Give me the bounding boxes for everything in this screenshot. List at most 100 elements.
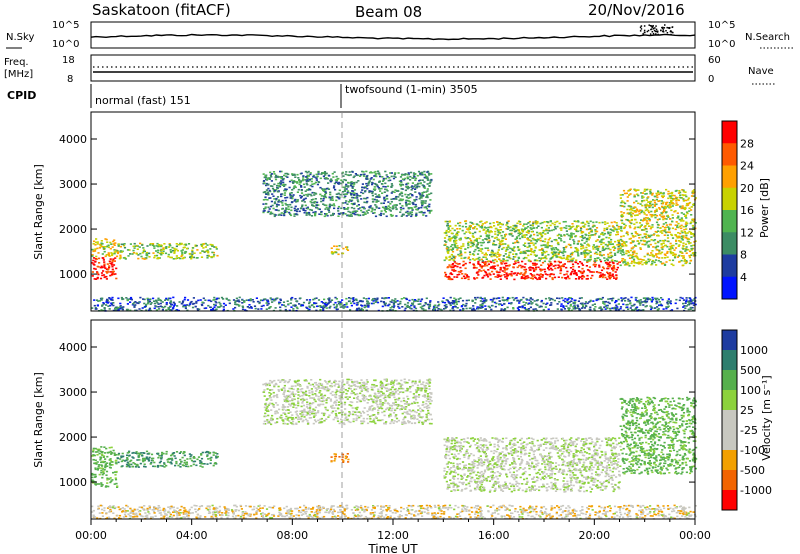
scatter-cell <box>291 195 294 198</box>
scatter-cell <box>506 228 509 230</box>
scatter-cell <box>639 258 642 261</box>
scatter-cell <box>133 306 136 308</box>
scatter-cell <box>662 216 665 219</box>
scatter-cell <box>283 211 287 214</box>
scatter-cell <box>645 242 648 244</box>
scatter-cell <box>363 201 366 204</box>
date-label: 20/Nov/2016 <box>588 1 685 19</box>
scatter-cell <box>505 277 508 280</box>
scatter-cell <box>522 257 525 260</box>
scatter-cell <box>584 223 587 226</box>
scatter-cell <box>614 301 617 304</box>
scatter-cell <box>422 200 425 203</box>
scatter-cell <box>102 302 105 304</box>
scatter-cell <box>96 271 99 273</box>
scatter-cell <box>376 185 379 188</box>
scatter-cell <box>521 230 524 233</box>
scatter-cell <box>420 206 423 209</box>
scatter-cell <box>557 243 560 246</box>
scatter-cell <box>600 269 604 272</box>
scatter-cell <box>612 230 615 232</box>
noise-search-point <box>667 27 670 29</box>
scatter-cell <box>539 239 542 242</box>
scatter-cell <box>125 297 128 299</box>
scatter-cell <box>473 259 476 261</box>
scatter-cell <box>689 308 692 310</box>
scatter-cell <box>95 241 98 244</box>
scatter-cell <box>271 187 275 190</box>
scatter-cell <box>314 213 317 216</box>
scatter-cell <box>280 193 283 196</box>
scatter-cell <box>631 234 634 237</box>
noise-search-point <box>662 27 664 30</box>
scatter-cell <box>670 192 673 194</box>
scatter-cell <box>496 256 499 258</box>
scatter-cell <box>669 242 672 245</box>
scatter-cell <box>467 278 470 281</box>
scatter-cell <box>599 254 602 256</box>
scatter-cell <box>398 202 402 205</box>
scatter-cell <box>192 297 195 299</box>
scatter-cell <box>655 264 658 266</box>
scatter-cell <box>489 222 492 225</box>
scatter-cell <box>629 208 632 211</box>
noise-search-point <box>646 30 649 33</box>
scatter-cell <box>676 224 679 227</box>
scatter-cell <box>285 204 288 206</box>
scatter-cell <box>383 207 386 209</box>
scatter-cell <box>165 247 168 250</box>
scatter-cell <box>680 217 683 219</box>
scatter-cell <box>519 223 522 225</box>
scatter-cell <box>397 190 400 192</box>
scatter-cell <box>355 181 358 184</box>
scatter-cell <box>626 200 629 202</box>
scatter-cell <box>529 297 532 300</box>
scatter-cell <box>498 271 501 273</box>
scatter-cell <box>515 297 518 299</box>
scatter-cell <box>474 302 477 304</box>
noise-search-point <box>640 28 643 30</box>
scatter-cell <box>472 263 475 265</box>
scatter-cell <box>663 226 667 229</box>
scatter-cell <box>414 300 417 302</box>
scatter-cell <box>583 236 586 239</box>
scatter-cell <box>371 299 374 301</box>
scatter-cell <box>314 200 317 203</box>
scatter-cell <box>454 298 457 301</box>
scatter-cell <box>595 299 598 302</box>
scatter-cell <box>286 172 289 175</box>
scatter-cell <box>91 271 94 273</box>
scatter-cell <box>265 184 268 187</box>
scatter-cell <box>627 212 630 214</box>
scatter-cell <box>449 272 452 274</box>
scatter-cell <box>481 252 484 254</box>
scatter-cell <box>400 199 403 202</box>
scatter-cell <box>446 225 449 227</box>
scatter-cell <box>620 227 623 229</box>
scatter-cell <box>554 254 557 257</box>
scatter-cell <box>616 266 619 269</box>
scatter-cell <box>499 275 502 278</box>
scatter-cell <box>129 253 132 255</box>
scatter-cell <box>407 306 410 308</box>
scatter-cell <box>462 243 465 245</box>
scatter-cell <box>496 221 499 223</box>
scatter-cell <box>322 309 325 311</box>
scatter-cell <box>682 299 686 301</box>
scatter-cell <box>539 305 542 308</box>
scatter-cell <box>593 252 597 255</box>
scatter-cell <box>313 297 316 300</box>
scatter-cell <box>373 171 376 174</box>
scatter-cell <box>293 173 296 176</box>
scatter-cell <box>615 228 618 231</box>
scatter-cell <box>674 255 677 258</box>
scatter-cell <box>156 242 159 245</box>
scatter-cell <box>650 263 653 266</box>
scatter-cell <box>608 225 611 227</box>
scatter-cell <box>682 220 685 222</box>
scatter-cell <box>278 301 281 304</box>
scatter-cell <box>547 267 550 270</box>
scatter-cell <box>663 208 666 210</box>
scatter-cell <box>335 304 339 306</box>
scatter-cell <box>389 206 392 209</box>
